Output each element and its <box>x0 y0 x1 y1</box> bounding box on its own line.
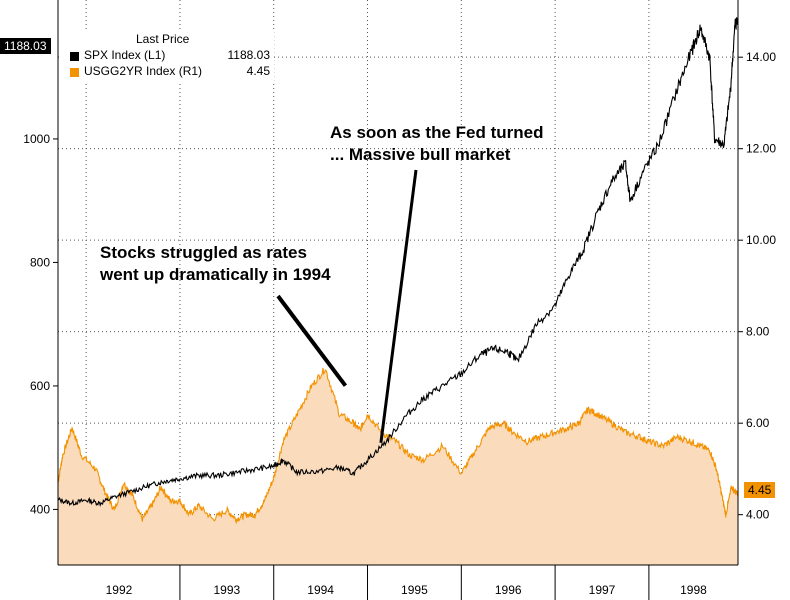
left-tick-label-0: 400 <box>30 502 50 516</box>
right-tick-label-2: 8.00 <box>746 325 770 339</box>
right-tick-label-1: 6.00 <box>746 416 770 430</box>
annotation-fed-turned: As soon as the Fed turned ... Massive bu… <box>330 123 544 164</box>
annotation-arrow-fed <box>379 169 418 443</box>
x-tick-label-1996: 1996 <box>495 583 522 597</box>
left-tick-label-2: 800 <box>30 255 50 269</box>
last-value-tag-usgg2yr: 4.45 <box>744 482 776 498</box>
left-tick-label-1: 600 <box>30 379 50 393</box>
legend: Last Price SPX Index (L1) 1188.03 USGG2Y… <box>62 30 274 82</box>
legend-swatch-usgg2yr <box>70 68 79 77</box>
last-value-tag-spx: 1188.03 <box>0 38 51 54</box>
series-usgg2yr-area <box>58 367 738 565</box>
x-tick-label-1993: 1993 <box>213 583 240 597</box>
left-tick-label-3: 1000 <box>23 132 50 146</box>
series-spx-line <box>57 17 739 508</box>
right-tick-label-0: 4.00 <box>746 508 770 522</box>
series-usgg2yr-line <box>57 367 739 525</box>
legend-value-spx: 1188.03 <box>227 48 271 62</box>
x-tick-label-1995: 1995 <box>401 583 428 597</box>
legend-swatch-spx <box>70 52 79 61</box>
right-tick-label-4: 12.00 <box>746 142 776 156</box>
x-tick-label-1994: 1994 <box>307 583 334 597</box>
legend-name-spx: SPX Index (L1) <box>84 48 166 62</box>
x-tick-label-1998: 1998 <box>680 583 707 597</box>
legend-value-usgg2yr: 4.45 <box>246 64 270 78</box>
annotation-1994: Stocks struggled as rates went up dramat… <box>100 243 331 284</box>
right-tick-label-3: 10.00 <box>746 233 776 247</box>
x-tick-label-1992: 1992 <box>106 583 133 597</box>
legend-entry-spx: SPX Index (L1) 1188.03 <box>70 48 270 64</box>
x-tick-label-1997: 1997 <box>589 583 616 597</box>
legend-entry-usgg2yr: USGG2YR Index (R1) 4.45 <box>70 64 270 80</box>
annotation-arrow-1994 <box>276 294 348 387</box>
right-tick-label-5: 14.00 <box>746 50 776 64</box>
legend-name-usgg2yr: USGG2YR Index (R1) <box>84 64 203 78</box>
legend-header: Last Price <box>136 32 190 46</box>
